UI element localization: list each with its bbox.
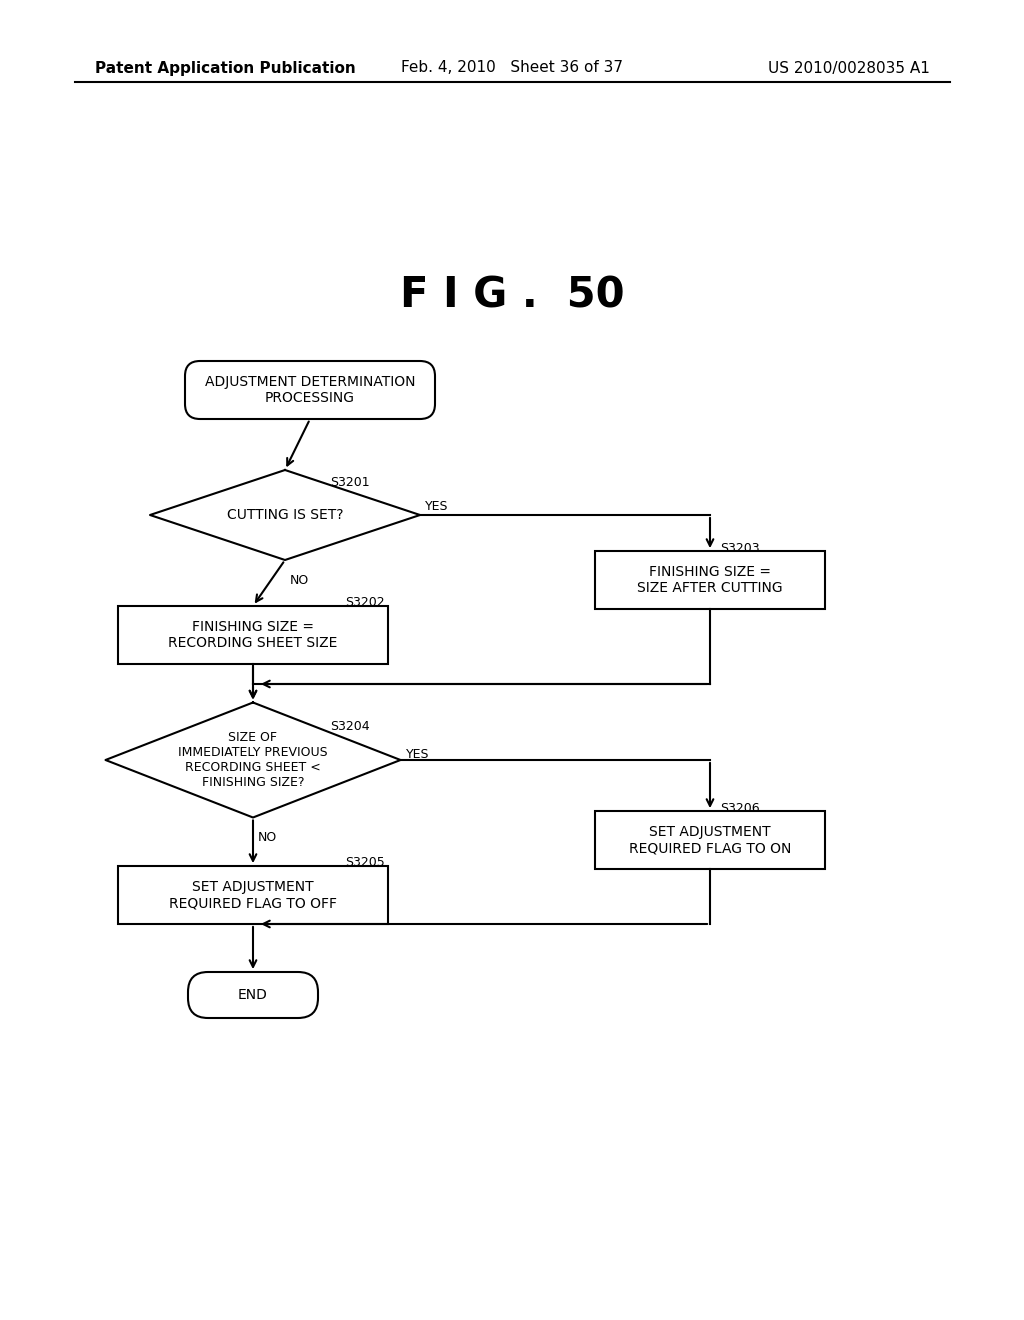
Text: SET ADJUSTMENT
REQUIRED FLAG TO OFF: SET ADJUSTMENT REQUIRED FLAG TO OFF xyxy=(169,880,337,909)
Text: YES: YES xyxy=(425,500,449,513)
Text: CUTTING IS SET?: CUTTING IS SET? xyxy=(226,508,343,521)
Text: US 2010/0028035 A1: US 2010/0028035 A1 xyxy=(768,61,930,75)
Text: S3206: S3206 xyxy=(720,801,760,814)
Bar xyxy=(118,866,388,924)
Text: ADJUSTMENT DETERMINATION
PROCESSING: ADJUSTMENT DETERMINATION PROCESSING xyxy=(205,375,416,405)
Text: Feb. 4, 2010   Sheet 36 of 37: Feb. 4, 2010 Sheet 36 of 37 xyxy=(401,61,623,75)
Text: S3205: S3205 xyxy=(345,857,385,870)
Text: S3202: S3202 xyxy=(345,597,385,610)
Text: NO: NO xyxy=(290,573,309,586)
Text: SET ADJUSTMENT
REQUIRED FLAG TO ON: SET ADJUSTMENT REQUIRED FLAG TO ON xyxy=(629,825,792,855)
Text: S3201: S3201 xyxy=(330,475,370,488)
Text: FINISHING SIZE =
RECORDING SHEET SIZE: FINISHING SIZE = RECORDING SHEET SIZE xyxy=(168,620,338,651)
Text: S3203: S3203 xyxy=(720,541,760,554)
Text: S3204: S3204 xyxy=(330,721,370,734)
Text: NO: NO xyxy=(258,832,278,843)
Text: YES: YES xyxy=(406,748,429,762)
Bar xyxy=(118,606,388,664)
Bar xyxy=(595,810,825,869)
Bar xyxy=(595,550,825,609)
FancyBboxPatch shape xyxy=(188,972,318,1018)
Text: Patent Application Publication: Patent Application Publication xyxy=(95,61,355,75)
Text: END: END xyxy=(238,987,268,1002)
Text: F I G .  50: F I G . 50 xyxy=(399,275,625,315)
Text: SIZE OF
IMMEDIATELY PREVIOUS
RECORDING SHEET <
FINISHING SIZE?: SIZE OF IMMEDIATELY PREVIOUS RECORDING S… xyxy=(178,731,328,789)
Text: FINISHING SIZE =
SIZE AFTER CUTTING: FINISHING SIZE = SIZE AFTER CUTTING xyxy=(637,565,782,595)
FancyBboxPatch shape xyxy=(185,360,435,418)
